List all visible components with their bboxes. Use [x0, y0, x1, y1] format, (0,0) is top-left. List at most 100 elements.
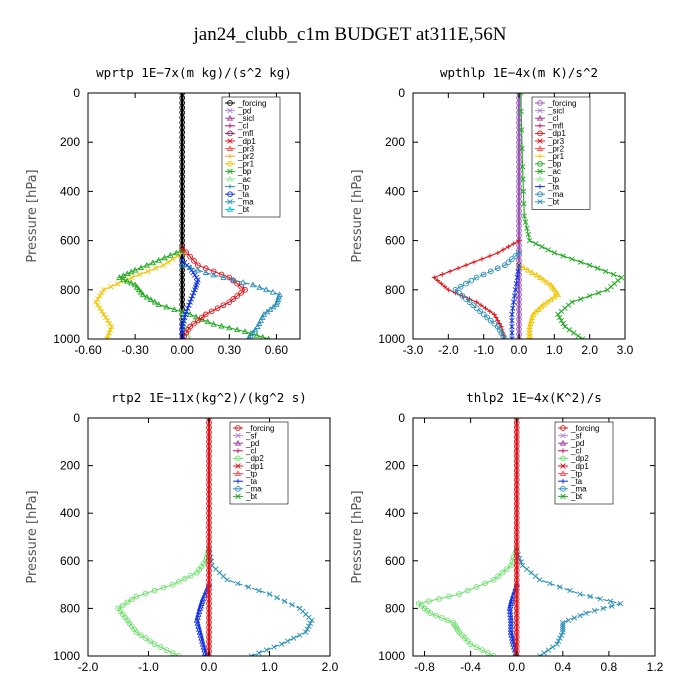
x-tick-label: 0.30: [218, 343, 242, 357]
legend-label: _ma: [570, 485, 587, 494]
data-point: [180, 320, 186, 327]
legend-label: _mfl: [547, 122, 563, 131]
legend-label: _ta: [547, 182, 560, 191]
data-point: [224, 577, 230, 583]
legend-label: _pr3: [237, 144, 255, 153]
data-point: [487, 253, 493, 259]
series-dp2: [115, 546, 212, 656]
data-point: [226, 324, 233, 331]
data-point: [509, 317, 515, 324]
series-ma: [452, 250, 522, 339]
data-point: [459, 632, 465, 639]
y-tick-label: 400: [60, 506, 80, 520]
data-point: [151, 587, 158, 594]
data-point: [567, 587, 573, 594]
data-point: [506, 244, 511, 250]
data-point: [248, 653, 255, 656]
data-point: [555, 638, 562, 644]
data-point: [169, 650, 176, 656]
series-ma: [206, 546, 315, 656]
series-pr1: [93, 250, 185, 339]
legend-label: _ta: [237, 190, 250, 199]
y-tick-label: 400: [385, 184, 405, 198]
data-point: [457, 283, 464, 290]
legend-marker: [560, 425, 566, 431]
data-point: [182, 311, 189, 318]
legend-label: _forcing: [237, 99, 266, 108]
data-point: [175, 578, 182, 585]
legend-label: _forcing: [245, 424, 274, 433]
data-point: [128, 279, 135, 286]
panel-4: thlp2 1E−4x(K^2)/s Pressure [hPa] -0.8 -0.4…: [350, 390, 664, 674]
x-tick-label: -2.0: [78, 660, 99, 674]
data-point: [579, 336, 586, 339]
data-point: [528, 569, 534, 576]
legend-label: _ta: [570, 477, 583, 486]
data-point: [135, 286, 143, 293]
data-point: [496, 326, 503, 333]
data-point: [560, 253, 566, 259]
data-point: [187, 336, 193, 339]
data-point: [464, 587, 471, 594]
legend: _forcing_sf_pd_cl_dp2_dp1_tp_ta_ma_bt: [229, 421, 289, 505]
data-point: [266, 306, 274, 312]
x-tick-label: -3.0: [403, 343, 424, 357]
data-point: [309, 617, 315, 624]
data-point: [194, 266, 202, 273]
data-point: [499, 569, 506, 576]
data-point: [284, 638, 291, 644]
legend-label: _sicl: [547, 106, 564, 115]
legend-label: _pr2: [547, 144, 565, 153]
series-pr1: [515, 261, 562, 339]
data-point: [502, 336, 508, 339]
data-point: [520, 176, 526, 182]
data-point: [201, 591, 208, 598]
data-point: [208, 308, 215, 315]
data-point: [190, 269, 196, 276]
data-point: [577, 612, 583, 619]
data-point: [116, 274, 123, 280]
y-tick-label: 200: [60, 135, 80, 149]
legend-marker: [560, 463, 566, 469]
data-point: [273, 301, 280, 307]
legend-marker: [234, 470, 242, 476]
legend-label: _ta: [245, 477, 258, 486]
data-point: [281, 598, 288, 604]
data-point: [595, 290, 602, 296]
x-tick-label: 0.00: [171, 343, 195, 357]
legend-label: _dp2: [570, 454, 589, 463]
data-point: [463, 262, 469, 268]
data-point: [179, 336, 185, 339]
x-tick-label: 0.8: [601, 660, 618, 674]
data-point: [507, 625, 515, 632]
data-point: [187, 299, 193, 305]
data-point: [179, 261, 186, 268]
data-point: [545, 247, 551, 253]
legend-marker: [227, 153, 233, 159]
data-point: [491, 320, 498, 327]
series-dp2: [415, 546, 520, 656]
legend-marker: [560, 432, 566, 439]
data-point: [256, 320, 263, 326]
data-point: [104, 317, 111, 324]
x-tick-label: 1.0: [261, 660, 278, 674]
data-point: [569, 256, 575, 262]
data-point: [554, 291, 562, 298]
data-point: [507, 619, 515, 626]
legend-marker: [537, 130, 543, 137]
data-point: [474, 299, 479, 305]
legend-marker: [560, 478, 566, 484]
data-point: [502, 262, 508, 269]
data-point: [152, 265, 159, 271]
data-point: [555, 311, 561, 318]
data-point: [456, 591, 462, 597]
data-point: [149, 259, 156, 266]
data-point: [133, 629, 140, 636]
data-point: [557, 635, 563, 641]
data-point: [192, 287, 198, 293]
legend-marker: [537, 138, 543, 144]
data-point: [137, 271, 143, 278]
legend-label: _pd: [237, 106, 251, 115]
data-point: [188, 572, 194, 579]
